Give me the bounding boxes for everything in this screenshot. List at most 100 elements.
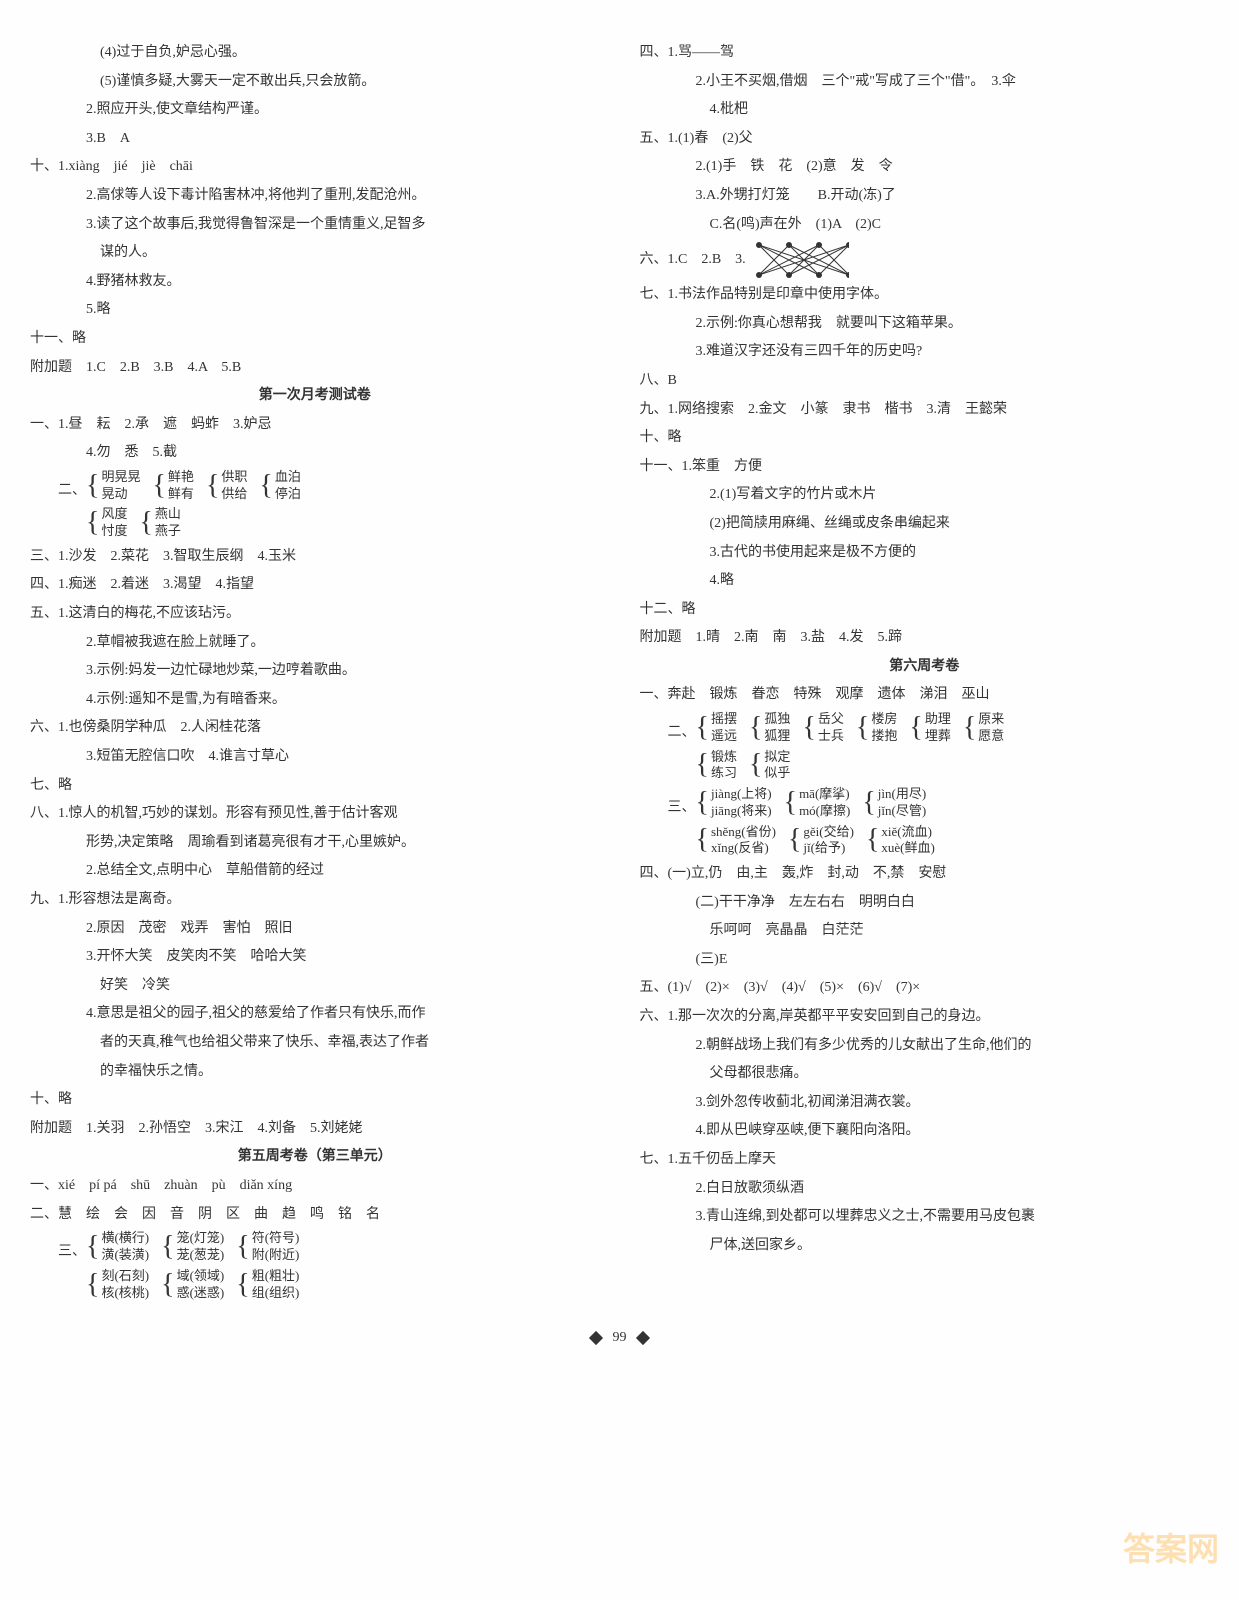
answer-line: 乐呵呵 亮晶晶 白茫茫 bbox=[640, 918, 1210, 945]
bracket-item: 供给 bbox=[221, 486, 247, 503]
answer-line: 2.(1)写着文字的竹片或木片 bbox=[640, 482, 1210, 509]
brace-icon: { bbox=[862, 789, 875, 817]
brace-icon: { bbox=[784, 789, 797, 817]
bracket-item: 潢(装潢) bbox=[101, 1247, 149, 1264]
bracket-row: {刻(石刻)核(核桃){域(领域)惑(迷惑){粗(粗壮)组(组织) bbox=[30, 1268, 600, 1303]
bracket-group: {横(横行)潢(装潢) bbox=[86, 1230, 149, 1264]
bracket-group: {鲜艳鲜有 bbox=[152, 469, 193, 503]
brace-icon: { bbox=[161, 1233, 174, 1261]
brace-icon: { bbox=[696, 751, 709, 779]
bracket-item: 域(领域) bbox=[177, 1268, 225, 1285]
bracket-item: gěi(交给) bbox=[803, 824, 854, 841]
bracket-lines: 助理埋葬 bbox=[925, 711, 951, 745]
answer-line: 附加题 1.关羽 2.孙悟空 3.宋江 4.刘备 5.刘姥姥 bbox=[30, 1116, 600, 1143]
brace-icon: { bbox=[749, 714, 762, 742]
bracket-item: 似乎 bbox=[764, 765, 790, 782]
brace-icon: { bbox=[802, 714, 815, 742]
answer-line: 4.枇杷 bbox=[640, 97, 1210, 124]
answer-line: 3.短笛无腔信口吹 4.谁言寸草心 bbox=[30, 744, 600, 771]
brace-icon: { bbox=[866, 826, 879, 854]
bracket-item: 供职 bbox=[221, 469, 247, 486]
brace-icon: { bbox=[749, 751, 762, 779]
answer-line: 尸体,送回家乡。 bbox=[640, 1233, 1210, 1260]
brace-icon: { bbox=[86, 1271, 99, 1299]
page-number: 99 bbox=[613, 1330, 627, 1345]
section-title: 第六周考卷 bbox=[640, 654, 1210, 681]
bracket-item: 拟定 bbox=[764, 749, 790, 766]
answer-line: 好笑 冷笑 bbox=[30, 973, 600, 1000]
answer-line: 七、略 bbox=[30, 773, 600, 800]
answer-line: 2.朝鲜战场上我们有多少优秀的儿女献出了生命,他们的 bbox=[640, 1033, 1210, 1060]
bracket-group: {明晃晃晃动 bbox=[86, 469, 140, 503]
answer-line: 4.意思是祖父的园子,祖父的慈爱给了作者只有快乐,而作 bbox=[30, 1001, 600, 1028]
bracket-group: {shěng(省份)xǐng(反省) bbox=[696, 824, 776, 858]
answer-line: 3.开怀大笑 皮笑肉不笑 哈哈大笑 bbox=[30, 944, 600, 971]
bracket-item: xiě(流血) bbox=[881, 824, 934, 841]
bracket-item: 岳父 bbox=[818, 711, 844, 728]
brace-icon: { bbox=[139, 509, 152, 537]
bracket-lines: 笼(灯笼)茏(葱茏) bbox=[177, 1230, 225, 1264]
bracket-lines: gěi(交给)jǐ(给予) bbox=[803, 824, 854, 858]
answer-line: 4.示例:遥知不是雪,为有暗香来。 bbox=[30, 687, 600, 714]
answer-line: 3.剑外忽传收蓟北,初闻涕泪满衣裳。 bbox=[640, 1090, 1210, 1117]
bracket-lines: 粗(粗壮)组(组织) bbox=[252, 1268, 300, 1302]
bracket-item: 原来 bbox=[978, 711, 1004, 728]
bracket-item: 楼房 bbox=[871, 711, 897, 728]
bracket-group: {原来愿意 bbox=[963, 711, 1004, 745]
bracket-lines: jìn(用尽)jǐn(尽管) bbox=[878, 786, 926, 820]
answer-line: 附加题 1.晴 2.南 南 3.盐 4.发 5.蹄 bbox=[640, 625, 1210, 652]
answer-line: 的幸福快乐之情。 bbox=[30, 1059, 600, 1086]
row-prefix: 二、 bbox=[668, 725, 696, 740]
brace-icon: { bbox=[86, 472, 99, 500]
answer-line: 一、1.昼 耘 2.承 遮 蚂蚱 3.妒忌 bbox=[30, 412, 600, 439]
bracket-item: 晃动 bbox=[101, 486, 140, 503]
bracket-row: 二、{摇摆遥远{孤独狐狸{岳父士兵{楼房搂抱{助理埋葬{原来愿意 bbox=[640, 711, 1210, 746]
answer-line: 3.B A bbox=[30, 126, 600, 153]
answer-line: 2.高俅等人设下毒计陷害林冲,将他判了重刑,发配沧州。 bbox=[30, 183, 600, 210]
answer-line: 六、1.C 2.B 3. bbox=[640, 240, 1210, 280]
bracket-item: 血泊 bbox=[275, 469, 301, 486]
bracket-group: {供职供给 bbox=[206, 469, 247, 503]
answer-line: 六、1.那一次次的分离,岸英都平平安安回到自己的身边。 bbox=[640, 1004, 1210, 1031]
bracket-group: {笼(灯笼)茏(葱茏) bbox=[161, 1230, 224, 1264]
bracket-lines: 横(横行)潢(装潢) bbox=[101, 1230, 149, 1264]
answer-line: 者的天真,稚气也给祖父带来了快乐、幸福,表达了作者 bbox=[30, 1030, 600, 1057]
answer-line: C.名(鸣)声在外 (1)A (2)C bbox=[640, 212, 1210, 239]
bracket-group: {助理埋葬 bbox=[909, 711, 950, 745]
bracket-item: jǐ(给予) bbox=[803, 840, 854, 857]
answer-line: 父母都很悲痛。 bbox=[640, 1061, 1210, 1088]
bracket-group: {mā(摩挲)mó(摩擦) bbox=[784, 786, 851, 820]
bracket-lines: 鲜艳鲜有 bbox=[168, 469, 194, 503]
bracket-item: 摇摆 bbox=[711, 711, 737, 728]
bracket-item: 停泊 bbox=[275, 486, 301, 503]
brace-icon: { bbox=[696, 826, 709, 854]
answer-line: 三、1.沙发 2.菜花 3.智取生辰纲 4.玉米 bbox=[30, 544, 600, 571]
answer-line: 2.照应开头,使文章结构严谨。 bbox=[30, 97, 600, 124]
bracket-lines: shěng(省份)xǐng(反省) bbox=[711, 824, 776, 858]
bracket-item: 孤独 bbox=[764, 711, 790, 728]
section-title: 第五周考卷（第三单元） bbox=[30, 1144, 600, 1171]
answer-line: 3.读了这个故事后,我觉得鲁智深是一个重情重义,足智多 bbox=[30, 212, 600, 239]
brace-icon: { bbox=[206, 472, 219, 500]
bracket-row: {锻炼练习{拟定似乎 bbox=[640, 749, 1210, 784]
bracket-lines: 供职供给 bbox=[221, 469, 247, 503]
answer-line: 十一、1.笨重 方便 bbox=[640, 454, 1210, 481]
bracket-item: 刻(石刻) bbox=[101, 1268, 149, 1285]
diamond-icon bbox=[589, 1331, 603, 1345]
brace-icon: { bbox=[696, 789, 709, 817]
bracket-lines: 锻炼练习 bbox=[711, 749, 737, 783]
bracket-item: 横(横行) bbox=[101, 1230, 149, 1247]
answer-line: 5.略 bbox=[30, 297, 600, 324]
brace-icon: { bbox=[259, 472, 272, 500]
bracket-group: {岳父士兵 bbox=[802, 711, 843, 745]
bracket-item: 明晃晃 bbox=[101, 469, 140, 486]
bracket-item: 忖度 bbox=[101, 523, 127, 540]
answer-line: 五、1.(1)春 (2)父 bbox=[640, 126, 1210, 153]
bracket-lines: 域(领域)惑(迷惑) bbox=[177, 1268, 225, 1302]
answer-line: 谋的人。 bbox=[30, 240, 600, 267]
bracket-lines: jiàng(上将)jiāng(将来) bbox=[711, 786, 772, 820]
answer-line: 4.即从巴峡穿巫峡,便下襄阳向洛阳。 bbox=[640, 1118, 1210, 1145]
bracket-item: 核(核桃) bbox=[101, 1285, 149, 1302]
answer-line: 一、奔赴 锻炼 眷恋 特殊 观摩 遗体 涕泪 巫山 bbox=[640, 682, 1210, 709]
bracket-item: jǐn(尽管) bbox=[878, 803, 926, 820]
